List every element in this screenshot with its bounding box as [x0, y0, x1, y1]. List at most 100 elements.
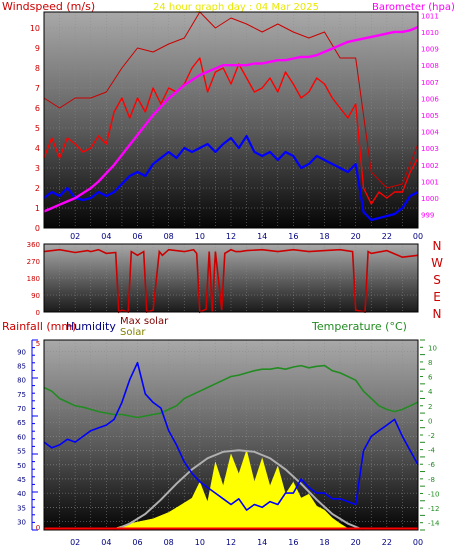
x-tick-label-bottom: 20	[351, 538, 361, 547]
x-tick-label-top: 10	[195, 232, 205, 241]
compass-n-bottom: N	[433, 307, 442, 321]
barometer-tick-label: 1005	[421, 112, 439, 120]
compass-labels: N W S E N	[431, 239, 443, 321]
direction-tick-label: 270	[27, 258, 40, 266]
solar-area	[113, 449, 349, 531]
barometer-tick-label: 1006	[421, 95, 439, 103]
solar-label: Solar	[120, 327, 146, 338]
temperature-tick-label: -8	[428, 476, 435, 484]
windspeed-tick-label: 5	[35, 124, 40, 133]
x-tick-label-bottom: 08	[164, 538, 174, 547]
humidity-line	[43, 361, 419, 511]
rainfall-max-label: 5	[36, 340, 40, 348]
x-tick-label-top: 00	[413, 232, 423, 241]
x-tick-label-top: 14	[257, 232, 267, 241]
temperature-tick-label: -4	[428, 447, 436, 455]
barometer-tick-label: 1008	[421, 62, 439, 70]
windspeed-tick-label: 7	[35, 84, 40, 93]
barometer-tick-label: 1004	[421, 129, 439, 137]
x-tick-label-bottom: 06	[132, 538, 142, 547]
barometer-tick-label: 1010	[421, 29, 439, 37]
maxsolar-line	[113, 449, 364, 531]
compass-n-top: N	[433, 239, 442, 253]
humidity-tick-label: 45	[17, 476, 26, 484]
humidity-tick-label: 85	[17, 363, 26, 371]
temperature-tick-label: -2	[428, 432, 435, 440]
barometer-tick-label: 999	[421, 212, 434, 220]
x-tick-label-bottom: 12	[226, 538, 236, 547]
temperature-tick-label: 10	[428, 344, 437, 352]
humidity-axis-label: Humidity	[66, 320, 116, 333]
x-tick-label-top: 06	[132, 232, 142, 241]
humidity-tick-label: 60	[17, 433, 26, 441]
humidity-tick-label: 70	[17, 405, 26, 413]
x-tick-label-bottom: 04	[101, 538, 111, 547]
windspeed-line	[43, 57, 419, 205]
temperature-tick-label: 4	[428, 388, 433, 396]
humidity-tick-label: 50	[17, 462, 26, 470]
barometer-tick-label: 1011	[421, 12, 439, 20]
windspeed-tick-label: 9	[35, 44, 40, 53]
direction-tick-label: 90	[31, 292, 40, 300]
x-tick-label-top: 22	[382, 232, 392, 241]
direction-tick-label: 360	[27, 241, 40, 249]
windspeed-tick-label: 10	[30, 24, 40, 33]
x-tick-label-bottom: 16	[288, 538, 298, 547]
barometer-tick-label: 1009	[421, 46, 439, 54]
direction-tick-label: 0	[36, 309, 40, 317]
temperature-tick-label: -10	[428, 490, 439, 498]
panel-top-border	[43, 11, 419, 229]
series-layer	[43, 11, 419, 531]
gust-line	[43, 11, 419, 189]
humidity-tick-label: 55	[17, 448, 26, 456]
x-tick-label-bottom: 14	[257, 538, 267, 547]
direction-tick-label: 180	[27, 275, 40, 283]
x-tick-label-top: 02	[70, 232, 80, 241]
windspeed-tick-label: 6	[35, 104, 40, 113]
barometer-tick-label: 1007	[421, 79, 439, 87]
compass-w: W	[431, 256, 443, 270]
temperature-tick-label: -14	[428, 520, 440, 528]
x-tick-label-bottom: 10	[195, 538, 205, 547]
humidity-tick-label: 35	[17, 504, 26, 512]
windspeed-tick-label: 3	[35, 164, 40, 173]
x-tick-label-bottom: 22	[382, 538, 392, 547]
temperature-tick-label: 0	[428, 417, 432, 425]
temperature-tick-label: 8	[428, 359, 432, 367]
x-tick-label-bottom: 18	[319, 538, 329, 547]
x-tick-label-top: 18	[319, 232, 329, 241]
temperature-axis-label: Temperature (°C)	[311, 320, 407, 333]
x-tick-label-bottom: 02	[70, 538, 80, 547]
windspeed-tick-label: 4	[35, 144, 40, 153]
temperature-tick-label: -6	[428, 461, 436, 469]
humidity-tick-label: 40	[17, 490, 26, 498]
windspeed-tick-label: 8	[35, 64, 40, 73]
maxsolar-label: Max solar	[120, 316, 169, 327]
x-tick-label-top: 16	[288, 232, 298, 241]
barometer-axis-label: Barometer (hpa)	[372, 2, 455, 13]
panel-mid-border	[43, 243, 419, 313]
rainfall-axis-label: Rainfall (mm)	[2, 320, 76, 333]
barometer-tick-label: 1003	[421, 145, 439, 153]
x-tick-label-top: 12	[226, 232, 236, 241]
barometer-tick-label: 1002	[421, 162, 439, 170]
humidity-tick-label: 80	[17, 377, 26, 385]
windspeed-tick-label: 0	[35, 224, 40, 233]
x-tick-label-top: 20	[351, 232, 361, 241]
tick-layer: 0123456789109991000100110021003100410051…	[17, 12, 440, 547]
humidity-tick-label: 65	[17, 419, 26, 427]
x-tick-label-bottom: 00	[413, 538, 423, 547]
graph-title: 24 hour graph day : 04 Mar 2025	[153, 2, 319, 13]
temperature-line	[43, 364, 419, 419]
panel-bot-border	[43, 339, 419, 531]
direction-line	[43, 248, 419, 314]
x-tick-label-top: 08	[164, 232, 174, 241]
temperature-tick-label: -12	[428, 505, 439, 513]
compass-e: E	[433, 290, 441, 304]
barometer-line	[43, 25, 419, 213]
temperature-tick-label: 2	[428, 403, 432, 411]
temperature-tick-label: 6	[428, 374, 433, 382]
barometer-tick-label: 1001	[421, 178, 439, 186]
